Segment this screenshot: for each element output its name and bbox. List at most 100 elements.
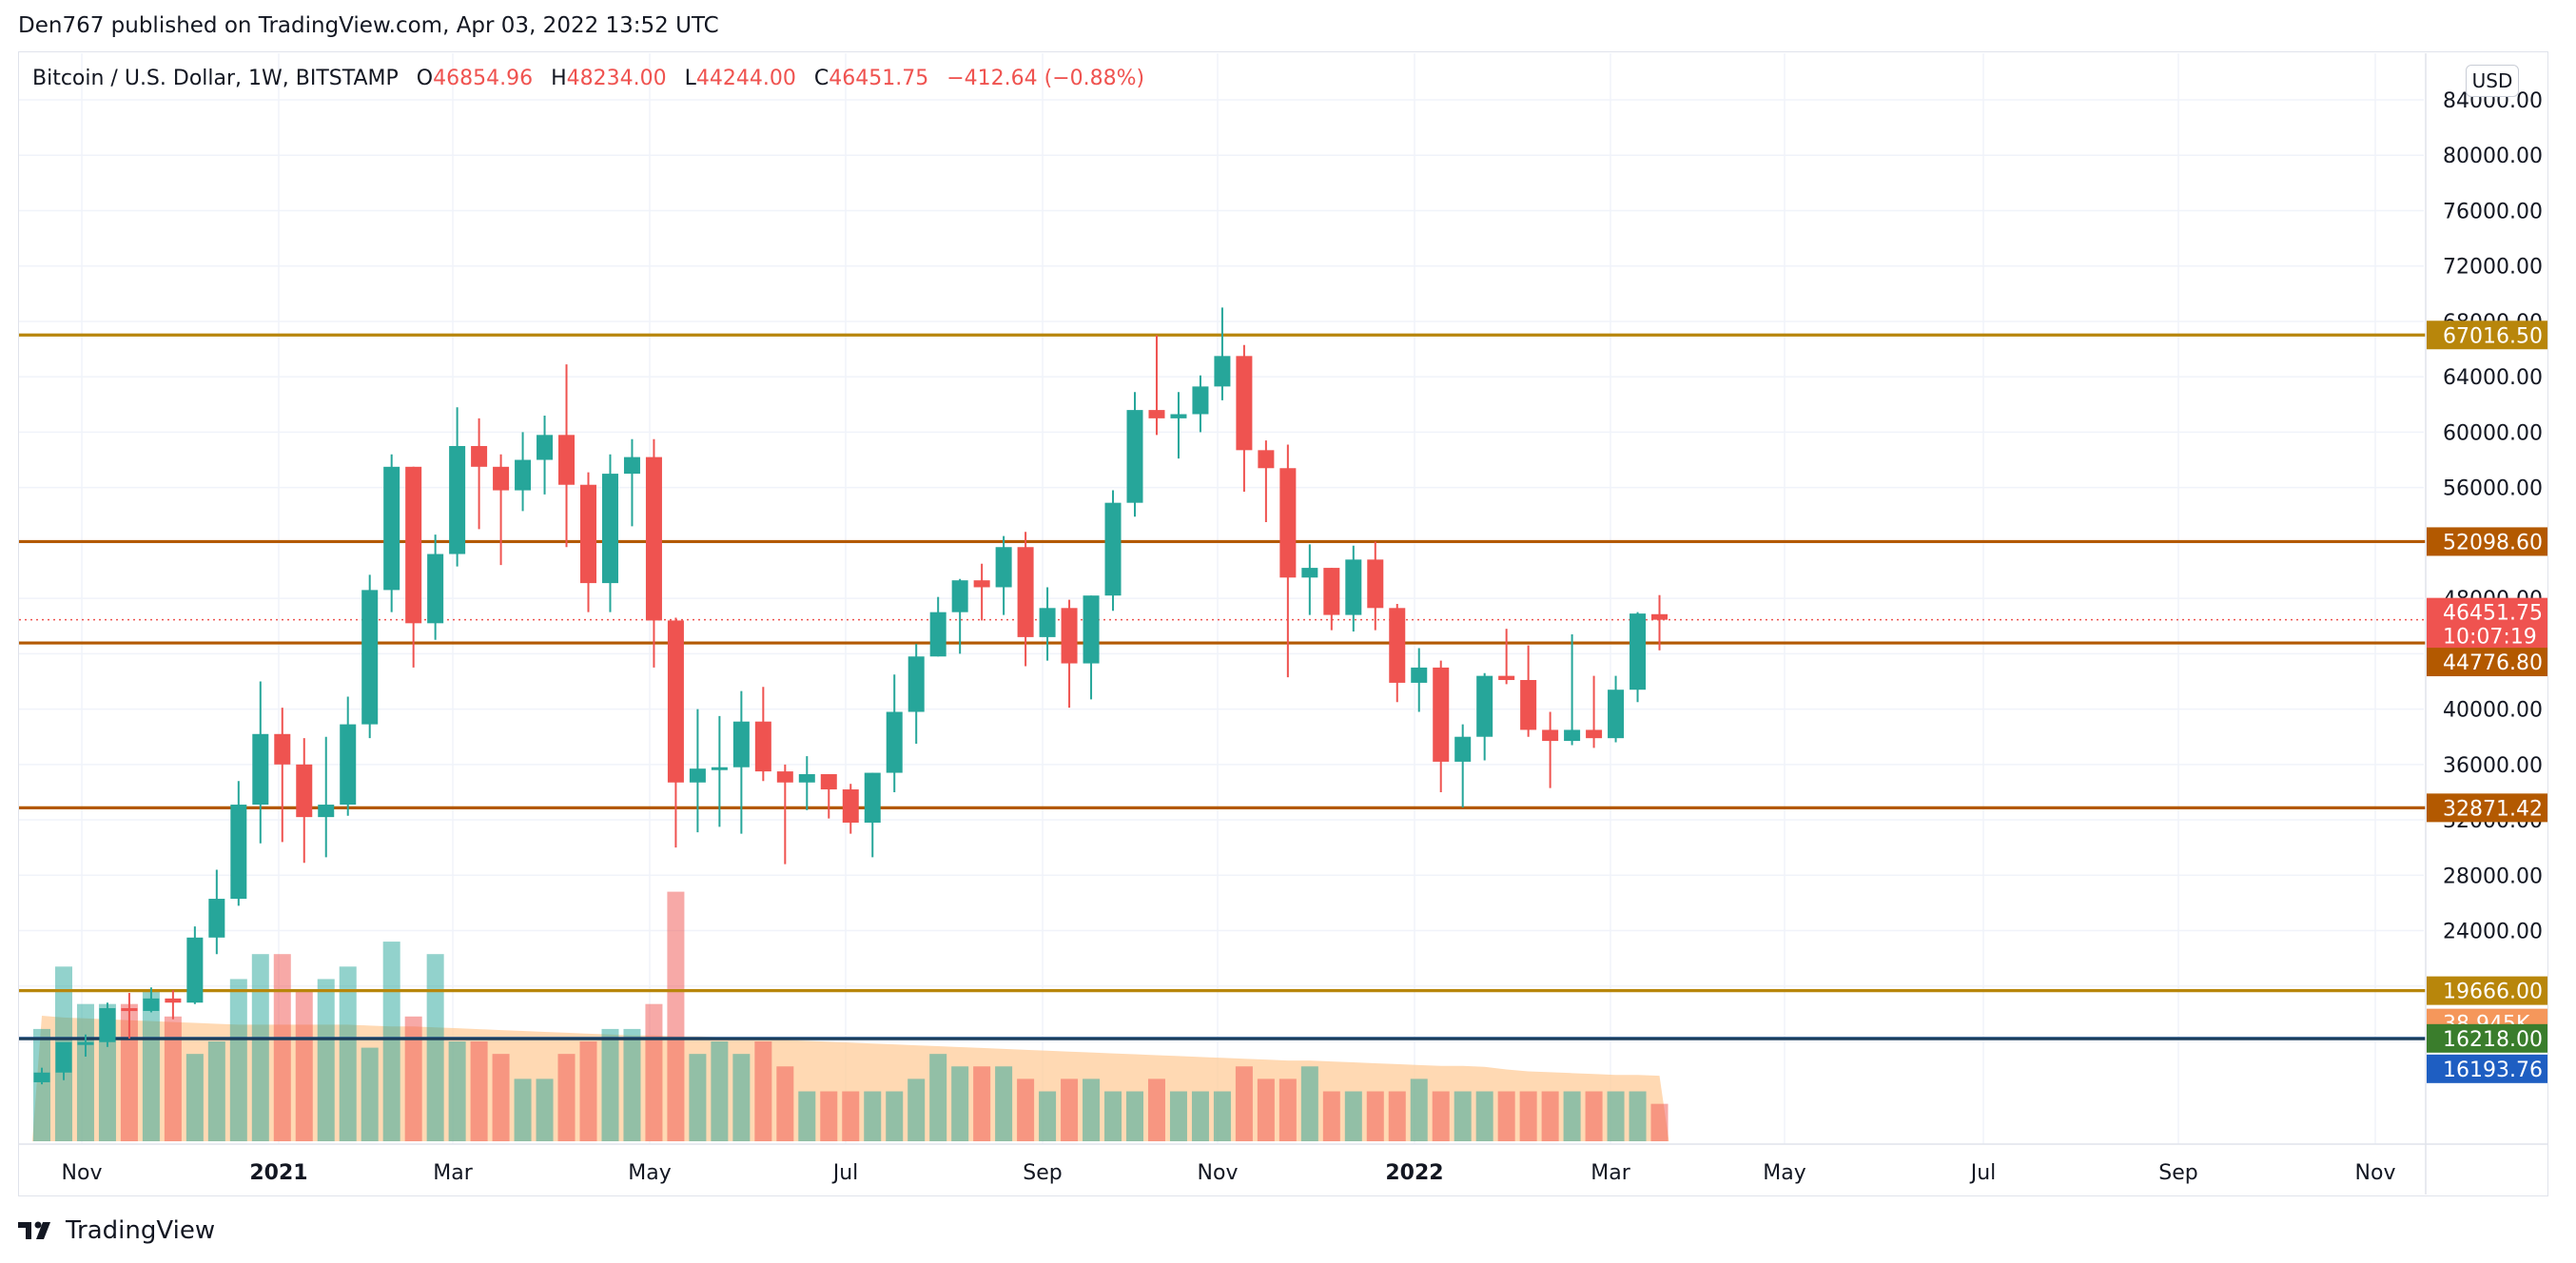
candle-body[interactable] [186, 937, 204, 1003]
time-axis-tick-label: May [628, 1161, 671, 1185]
candle-body[interactable] [1104, 502, 1122, 596]
candle-body[interactable] [1476, 675, 1493, 737]
candle-body[interactable] [864, 772, 881, 823]
candle-body[interactable] [1542, 729, 1559, 742]
candle-body[interactable] [55, 1041, 72, 1073]
tradingview-brand[interactable]: TradingView [18, 1216, 215, 1245]
currency-button[interactable]: USD [2466, 65, 2519, 97]
candle-body[interactable] [558, 435, 576, 485]
candle-body[interactable] [1083, 595, 1100, 664]
candle-body[interactable] [33, 1072, 50, 1082]
candle-body[interactable] [1039, 608, 1056, 637]
candle-body[interactable] [1258, 450, 1275, 469]
candle-body[interactable] [1061, 608, 1078, 664]
candle-body[interactable] [340, 724, 357, 806]
candle-body[interactable] [1017, 547, 1034, 637]
candle-body[interactable] [1148, 410, 1165, 418]
candle-body[interactable] [842, 789, 859, 823]
candle-body[interactable] [1192, 386, 1209, 415]
candle-body[interactable] [1564, 729, 1581, 742]
candle-body[interactable] [711, 767, 728, 770]
price-axis-badge [2427, 648, 2547, 677]
candle-body[interactable] [1170, 414, 1187, 418]
candle-body[interactable] [929, 612, 946, 657]
candle-body[interactable] [252, 733, 269, 806]
volume-bar [1432, 1091, 1450, 1141]
candle-body[interactable] [1498, 675, 1515, 681]
candle-body[interactable] [361, 590, 379, 725]
volume-bar [1454, 1091, 1472, 1141]
candle-body[interactable] [1651, 613, 1669, 620]
candle-body[interactable] [1608, 690, 1625, 739]
candle-body[interactable] [1389, 608, 1406, 683]
candle-body[interactable] [754, 721, 771, 772]
candle-body[interactable] [230, 805, 247, 900]
candle-body[interactable] [601, 474, 618, 584]
candle-body[interactable] [274, 733, 291, 765]
candle-body[interactable] [995, 547, 1012, 588]
candle-body[interactable] [1301, 568, 1318, 578]
candle-body[interactable] [449, 445, 466, 554]
volume-bar [1410, 1078, 1428, 1141]
legend-symbol[interactable]: Bitcoin / U.S. Dollar, 1W, BITSTAMP [32, 67, 399, 90]
time-axis-tick-label: Nov [1198, 1161, 1239, 1185]
price-axis-badge-label: 44776.80 [2443, 651, 2543, 675]
candle-body[interactable] [886, 711, 903, 773]
candle-body[interactable] [1454, 736, 1472, 762]
candle-body[interactable] [907, 656, 925, 712]
candle-body[interactable] [165, 998, 182, 1003]
candle-body[interactable] [623, 457, 640, 475]
candle-body[interactable] [1586, 729, 1603, 739]
candle-body[interactable] [1126, 410, 1143, 503]
candle-body[interactable] [667, 620, 684, 783]
candle-body[interactable] [427, 554, 444, 624]
candle-body[interactable] [1214, 356, 1231, 387]
candle-body[interactable] [99, 1008, 116, 1042]
candle-body[interactable] [973, 580, 990, 588]
candle-body[interactable] [798, 774, 815, 783]
legend-change-value: −412.64 (−0.88%) [946, 67, 1145, 90]
chart-frame[interactable] [18, 51, 2548, 1196]
candle-body[interactable] [645, 457, 662, 621]
candle-body[interactable] [689, 768, 706, 783]
candle-body[interactable] [1236, 356, 1253, 451]
candle-body[interactable] [1520, 680, 1537, 730]
volume-bar [973, 1066, 991, 1141]
candle-body[interactable] [471, 445, 488, 467]
volume-bar [557, 1054, 576, 1141]
candle-body[interactable] [143, 998, 160, 1011]
volume-bar [1300, 1066, 1318, 1141]
volume-bar [339, 966, 357, 1141]
candle-body[interactable] [537, 435, 554, 460]
candle-body[interactable] [1433, 667, 1450, 762]
volume-bar [645, 1003, 663, 1141]
candle-body[interactable] [732, 721, 750, 768]
candle-body[interactable] [208, 899, 225, 938]
candle-body[interactable] [405, 466, 422, 624]
candle-body[interactable] [1367, 559, 1384, 609]
price-axis-badge [2427, 1054, 2547, 1083]
candle-body[interactable] [1411, 667, 1428, 683]
candle-body[interactable] [493, 466, 510, 491]
candle-body[interactable] [296, 764, 313, 818]
candle-body[interactable] [951, 580, 968, 612]
candle-body[interactable] [77, 1041, 94, 1045]
candle-body[interactable] [515, 459, 532, 491]
price-axis-tick-label: 56000.00 [2443, 477, 2543, 501]
volume-bar [470, 1041, 488, 1141]
candle-body[interactable] [1345, 559, 1362, 615]
price-axis-tick-label: 80000.00 [2443, 145, 2543, 168]
tradingview-logo-icon [18, 1221, 50, 1239]
candle-body[interactable] [580, 484, 596, 584]
candle-body[interactable] [121, 1008, 138, 1012]
candle-body[interactable] [1630, 613, 1647, 690]
candle-body[interactable] [383, 466, 400, 591]
candle-body[interactable] [820, 774, 837, 790]
candle-body[interactable] [1279, 468, 1297, 578]
volume-bar [536, 1078, 554, 1141]
volume-bar [1039, 1091, 1057, 1141]
candle-body[interactable] [776, 771, 793, 783]
candle-body[interactable] [318, 805, 335, 818]
candle-body[interactable] [1323, 568, 1340, 615]
